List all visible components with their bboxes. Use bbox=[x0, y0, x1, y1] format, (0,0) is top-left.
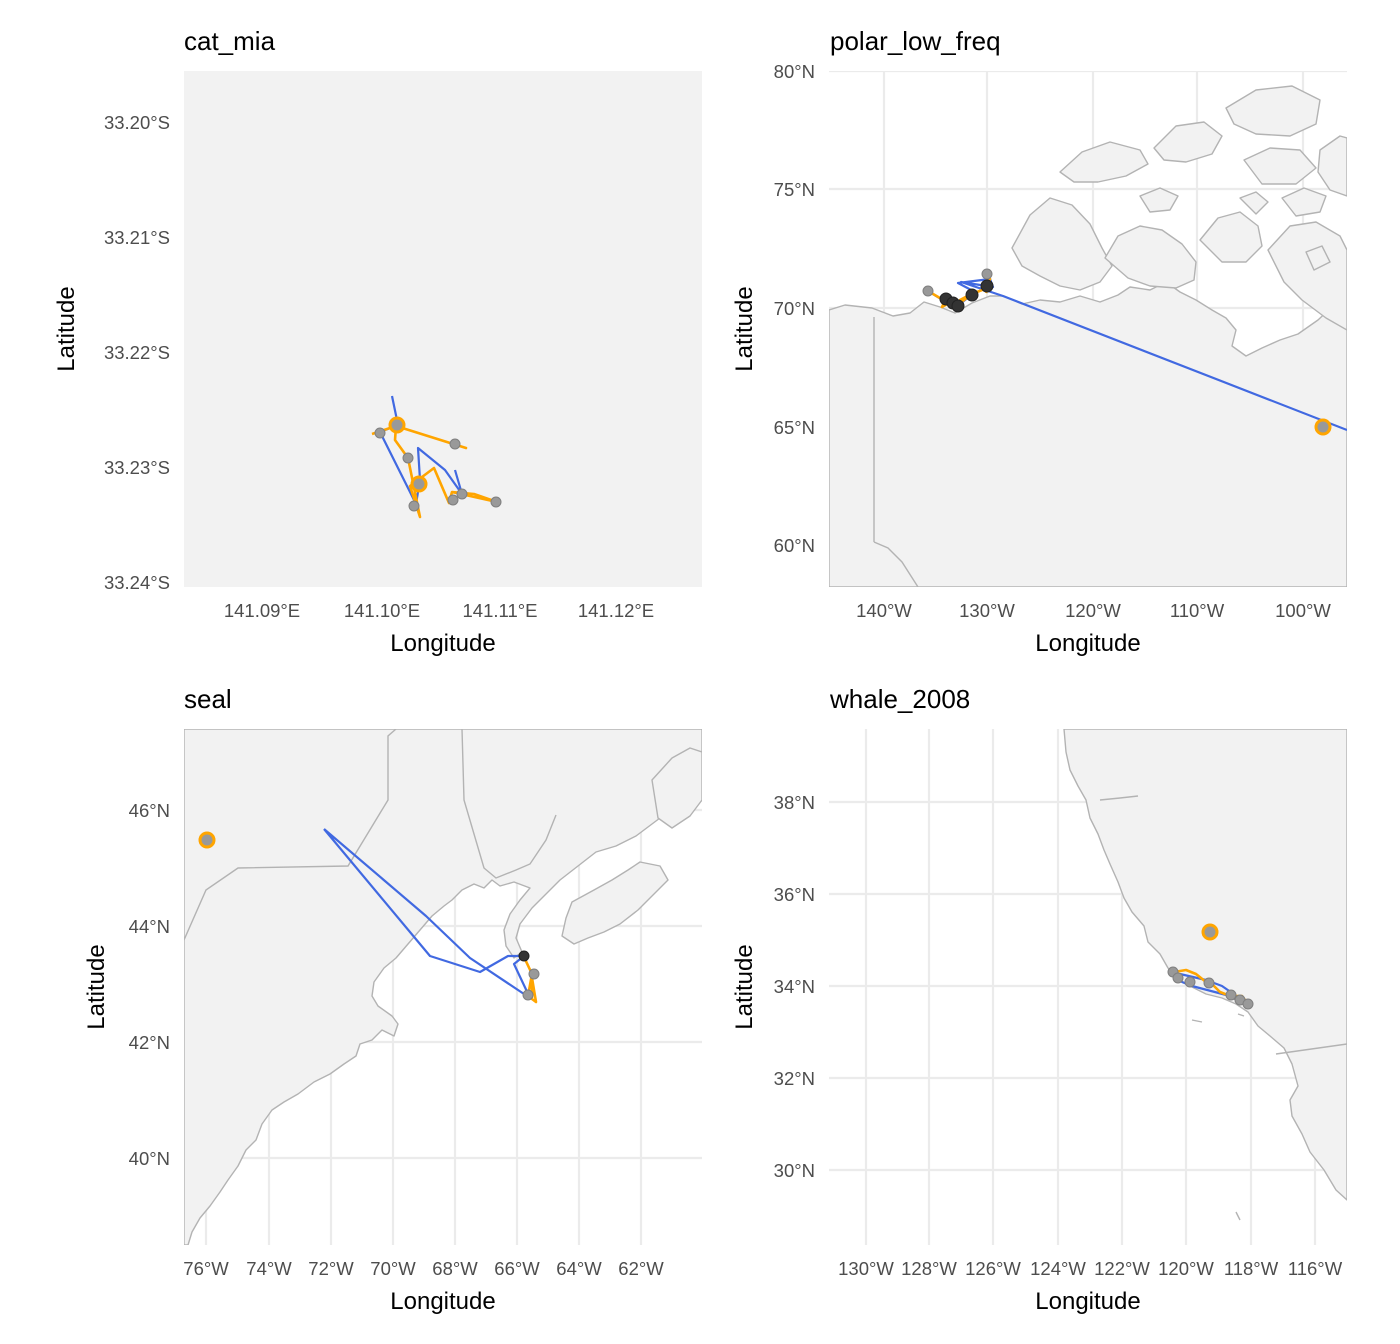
y-tick-label: 34°N bbox=[774, 976, 815, 997]
x-axis-ticks: 76°W 74°W 72°W 70°W 68°W 66°W 64°W 62°W bbox=[183, 1258, 664, 1279]
track-fit-line bbox=[323, 828, 532, 1000]
y-tick-label: 33.20°S bbox=[104, 112, 170, 133]
y-axis-title: Latitude bbox=[53, 286, 80, 371]
x-tick-label: 62°W bbox=[618, 1258, 664, 1279]
x-axis-ticks: 141.09°E 141.10°E 141.11°E 141.12°E bbox=[224, 600, 654, 621]
y-tick-label: 33.22°S bbox=[104, 342, 170, 363]
x-axis-title: Longitude bbox=[390, 1288, 495, 1315]
y-tick-label: 33.21°S bbox=[104, 227, 170, 248]
x-tick-label: 118°W bbox=[1224, 1258, 1279, 1279]
y-tick-label: 44°N bbox=[129, 916, 170, 937]
location-points bbox=[374, 416, 502, 512]
x-tick-label: 116°W bbox=[1288, 1258, 1343, 1279]
x-tick-label: 120°W bbox=[1158, 1258, 1214, 1279]
x-tick-label: 76°W bbox=[183, 1258, 229, 1279]
land-masses bbox=[184, 729, 702, 1245]
x-axis-title: Longitude bbox=[1035, 1288, 1140, 1315]
panel-whale-2008: whale_2008 bbox=[731, 684, 1347, 1315]
x-axis-title: Longitude bbox=[1035, 630, 1140, 657]
y-tick-label: 60°N bbox=[774, 535, 815, 556]
x-tick-label: 122°W bbox=[1094, 1258, 1150, 1279]
x-tick-label: 130°W bbox=[959, 600, 1015, 621]
panel-background bbox=[184, 71, 702, 587]
location-points bbox=[1167, 923, 1254, 1010]
x-tick-label: 110°W bbox=[1170, 600, 1225, 621]
x-axis-ticks: 140°W 130°W 120°W 110°W 100°W bbox=[856, 600, 1331, 621]
x-tick-label: 141.10°E bbox=[344, 600, 420, 621]
land-masses bbox=[1063, 729, 1347, 1201]
x-tick-label: 120°W bbox=[1065, 600, 1121, 621]
y-tick-label: 33.24°S bbox=[104, 572, 170, 593]
x-tick-label: 70°W bbox=[370, 1258, 416, 1279]
x-tick-label: 64°W bbox=[556, 1258, 602, 1279]
y-axis-ticks: 80°N 75°N 70°N 65°N 60°N bbox=[774, 61, 815, 556]
panel-seal: seal bbox=[83, 684, 702, 1315]
x-tick-label: 68°W bbox=[432, 1258, 478, 1279]
x-tick-label: 74°W bbox=[246, 1258, 292, 1279]
y-tick-label: 30°N bbox=[774, 1160, 815, 1181]
boundary-line bbox=[1275, 1043, 1347, 1055]
x-tick-label: 66°W bbox=[494, 1258, 540, 1279]
x-tick-label: 124°W bbox=[1030, 1258, 1086, 1279]
boundary-line bbox=[873, 541, 919, 587]
x-tick-label: 141.11°E bbox=[463, 600, 538, 621]
boundary-line bbox=[1099, 795, 1139, 801]
y-axis-title: Latitude bbox=[83, 944, 110, 1029]
location-points bbox=[922, 268, 1332, 436]
y-tick-label: 33.23°S bbox=[104, 457, 170, 478]
y-tick-label: 38°N bbox=[774, 792, 815, 813]
y-tick-label: 32°N bbox=[774, 1068, 815, 1089]
y-axis-ticks: 38°N 36°N 34°N 32°N 30°N bbox=[774, 792, 815, 1181]
panel-title: whale_2008 bbox=[829, 684, 970, 714]
y-tick-label: 36°N bbox=[774, 884, 815, 905]
boundary-line bbox=[184, 729, 397, 941]
land-masses bbox=[829, 85, 1347, 587]
y-tick-label: 42°N bbox=[129, 1032, 170, 1053]
x-tick-label: 72°W bbox=[308, 1258, 354, 1279]
y-axis-title: Latitude bbox=[731, 286, 758, 371]
x-tick-label: 130°W bbox=[838, 1258, 894, 1279]
x-tick-label: 126°W bbox=[965, 1258, 1021, 1279]
y-tick-label: 46°N bbox=[129, 800, 170, 821]
y-tick-label: 40°N bbox=[129, 1148, 170, 1169]
location-points bbox=[198, 831, 540, 1001]
y-axis-ticks: 46°N 44°N 42°N 40°N bbox=[129, 800, 170, 1169]
x-axis-ticks: 130°W 128°W 126°W 124°W 122°W 120°W 118°… bbox=[838, 1258, 1343, 1279]
panel-title: polar_low_freq bbox=[830, 26, 1001, 56]
panel-title: cat_mia bbox=[184, 26, 276, 56]
x-tick-label: 141.12°E bbox=[578, 600, 654, 621]
island-outline bbox=[1191, 1013, 1245, 1221]
panel-title: seal bbox=[184, 684, 232, 714]
x-tick-label: 141.09°E bbox=[224, 600, 300, 621]
x-tick-label: 128°W bbox=[901, 1258, 957, 1279]
x-tick-label: 100°W bbox=[1275, 600, 1331, 621]
x-tick-label: 140°W bbox=[856, 600, 912, 621]
boundary-line bbox=[461, 729, 557, 879]
y-axis-ticks: 33.20°S 33.21°S 33.22°S 33.23°S 33.24°S bbox=[104, 112, 170, 593]
y-tick-label: 75°N bbox=[774, 179, 815, 200]
x-axis-title: Longitude bbox=[390, 630, 495, 657]
y-axis-title: Latitude bbox=[731, 944, 758, 1029]
y-tick-label: 65°N bbox=[774, 417, 815, 438]
y-tick-label: 80°N bbox=[774, 61, 815, 82]
panel-polar-low-freq: polar_low_freq bbox=[731, 26, 1347, 657]
panel-cat-mia: cat_mia 141.09°E 141.10°E 141.11°E 141.1… bbox=[53, 26, 702, 657]
y-tick-label: 70°N bbox=[774, 298, 815, 319]
